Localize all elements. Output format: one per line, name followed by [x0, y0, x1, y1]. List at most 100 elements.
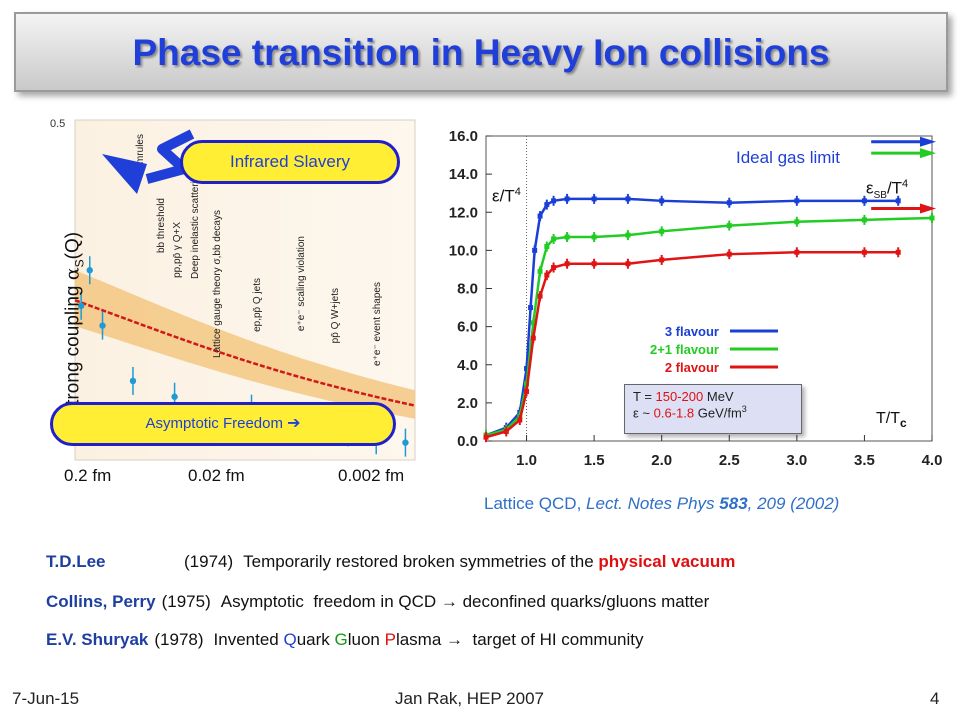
legend-label: 2+1 flavour — [650, 342, 719, 357]
ytick-label: 4.0 — [457, 357, 478, 374]
series-point — [537, 268, 543, 274]
reference-author: E.V. Shuryak — [46, 630, 149, 649]
reference-year: (1974) — [184, 552, 234, 571]
series-point — [625, 261, 631, 267]
series-point — [861, 249, 867, 255]
experiment-label: pp,pp̄ γ Q+X — [172, 222, 183, 278]
series-point — [524, 388, 530, 394]
reference-text: target of HI community — [463, 630, 644, 649]
series-point — [530, 320, 536, 326]
xtick-label: 3.0 — [786, 452, 807, 469]
sb-sup: 4 — [902, 178, 909, 190]
ideal-gas-label: Ideal gas limit — [736, 148, 840, 167]
series-point — [625, 232, 631, 238]
ytick-label: 6.0 — [457, 319, 478, 336]
infrared-slavery-pill: Infrared Slavery — [180, 140, 400, 184]
series-point — [625, 196, 631, 202]
ylabel-alpha: α — [61, 267, 84, 281]
reference-text: Temporarily restored broken symmetries o… — [243, 552, 599, 571]
sb-rest: /T — [886, 178, 903, 198]
data-point — [402, 439, 409, 446]
experiment-label: pp̄ Q W+jets — [330, 288, 341, 344]
series-point — [659, 228, 665, 234]
ideal-gas-arrow-icon — [920, 203, 936, 214]
reference-text: Q — [283, 630, 297, 649]
reference-year: (1975) — [161, 592, 211, 611]
series-point — [537, 213, 543, 219]
reference-text: luon — [347, 630, 385, 649]
series-point — [537, 293, 543, 299]
xtick-label: 1.0 — [516, 452, 537, 469]
legend-label: 2 flavour — [665, 360, 719, 375]
series-point — [895, 198, 901, 204]
citation-ref: Lect. Notes Phys 583, 209 (2002) — [586, 494, 839, 513]
reference-year: (1978) — [154, 630, 204, 649]
series-point — [544, 272, 550, 278]
reference-line: T.D.Lee (1974) Temporarily restored broken… — [46, 552, 735, 572]
series-point — [564, 234, 570, 240]
ylabel-prefix: strong coupling — [62, 285, 84, 415]
series-point — [483, 434, 489, 440]
title-box: Phase transition in Heavy Ion collisions — [14, 12, 948, 92]
xtick-label: 1.5 — [584, 452, 605, 469]
series-point — [726, 223, 732, 229]
xlabel-sub: c — [900, 416, 907, 431]
series-point — [659, 198, 665, 204]
experiment-label: e⁺e⁻ scaling violation — [296, 236, 307, 332]
series-point — [544, 244, 550, 250]
reference-line: Collins, Perry (1975) Asymptotic freedom i… — [46, 592, 709, 612]
uncertainty-band — [75, 270, 415, 419]
reference-text: Asymptotic freedom in QCD — [220, 592, 441, 611]
experiment-label: Lattice gauge theory σ,bb decays — [212, 210, 223, 358]
temp-value: 150-200 — [655, 389, 704, 404]
ytick-label: 12.0 — [449, 204, 478, 221]
citation-volume: 583 — [719, 494, 748, 513]
series-point — [591, 234, 597, 240]
left-xlabel-3: 0.002 fm — [338, 466, 405, 485]
eps-sup: 3 — [741, 404, 747, 414]
reference-text: physical vacuum — [598, 552, 736, 571]
reference-author: Collins, Perry — [46, 592, 156, 611]
reference-text: uark — [296, 630, 335, 649]
ytick-label: 16.0 — [449, 130, 478, 145]
ideal-gas-arrow-icon — [920, 148, 936, 159]
series-point — [564, 196, 570, 202]
alpha-s-curve — [74, 299, 416, 407]
ylabel-text: ε/T — [492, 186, 515, 206]
ytick-label: 0.0 — [457, 433, 478, 450]
citation-rest: , 209 (2002) — [747, 494, 840, 513]
series-point — [551, 265, 557, 271]
series-point — [794, 219, 800, 225]
slide-title: Phase transition in Heavy Ion collisions — [132, 32, 830, 73]
temp-unit: MeV — [703, 389, 734, 404]
footer-center: Jan Rak, HEP 2007 — [395, 689, 544, 708]
citation-journal: Lect. Notes Phys — [586, 494, 720, 513]
reference-text: deconfined quarks/gluons matter — [457, 592, 710, 611]
series-point — [591, 261, 597, 267]
sb-eps: ε — [866, 178, 874, 198]
lattice-qcd-chart: 0.0 2.0 4.0 6.0 8.0 10.0 12.0 14.0 16.0 1.0 1.5 2.… — [434, 130, 944, 515]
ytick-label: 10.0 — [449, 242, 478, 259]
reference-text: P — [384, 630, 396, 649]
series-point — [564, 261, 570, 267]
ylabel-sup: 4 — [514, 186, 521, 198]
series-point — [503, 428, 509, 434]
xlabel-text: T/T — [876, 410, 900, 427]
legend-label: 3 flavour — [665, 324, 719, 339]
series-point — [794, 198, 800, 204]
sb-label: εSB/T4 — [866, 178, 908, 201]
series-line — [485, 251, 899, 439]
temp-line-2: ε ~ 0.6-1.8 GeV/fm3 — [633, 404, 793, 420]
series-point — [895, 249, 901, 255]
experiment-label: ep,pp̄ Q jets — [252, 278, 263, 332]
left-ylabel: strong coupling αS(Q) — [62, 174, 87, 414]
series-point — [530, 335, 536, 341]
series-point — [726, 251, 732, 257]
reference-line: E.V. Shuryak (1978) Invented Quark Gluon P… — [46, 630, 643, 650]
eps-value: 0.6-1.8 — [653, 405, 695, 421]
data-point — [86, 267, 93, 274]
reference-text: → — [446, 630, 464, 649]
reference-text: → — [440, 592, 458, 611]
asymptotic-freedom-pill: Asymptotic Freedom ➔ — [50, 402, 396, 446]
series-point — [726, 200, 732, 206]
